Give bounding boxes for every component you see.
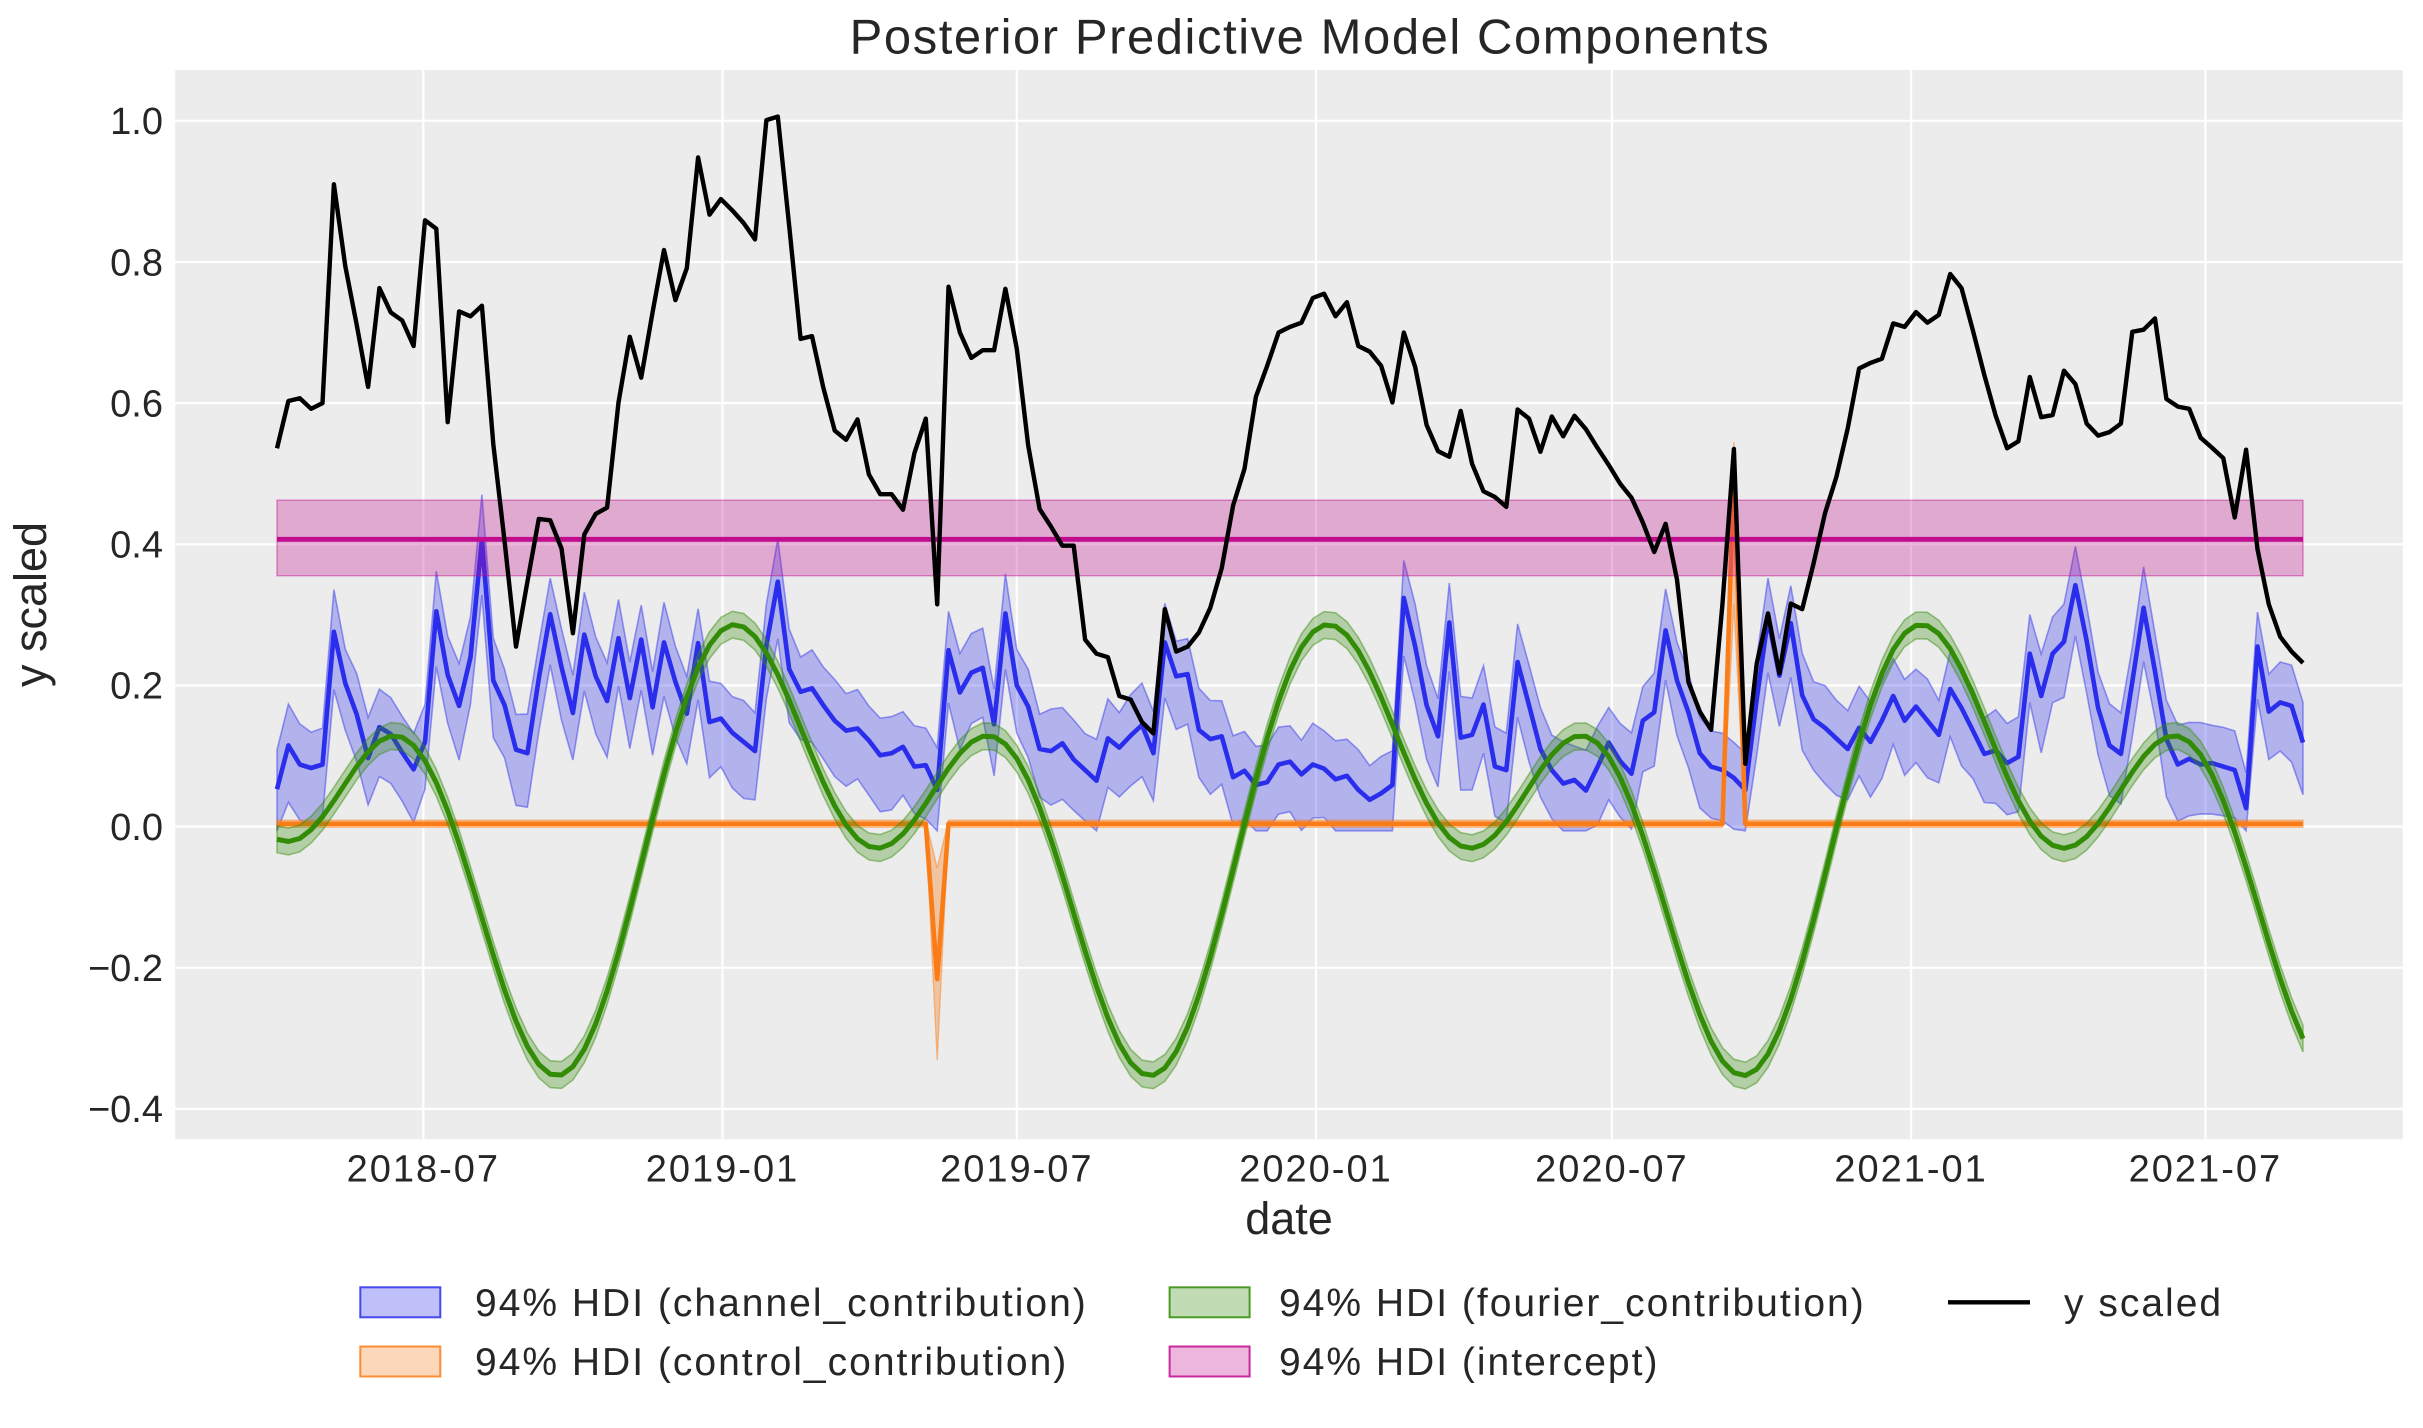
svg-text:1.0: 1.0	[110, 101, 163, 143]
svg-text:2021-07: 2021-07	[2129, 1149, 2282, 1191]
svg-text:0.8: 0.8	[110, 242, 163, 284]
svg-text:0.0: 0.0	[110, 807, 163, 849]
svg-text:2018-07: 2018-07	[347, 1149, 500, 1191]
svg-text:0.2: 0.2	[110, 666, 163, 708]
svg-text:0.4: 0.4	[110, 525, 163, 567]
svg-text:y scaled: y scaled	[2064, 1282, 2223, 1325]
svg-text:94% HDI (intercept): 94% HDI (intercept)	[1279, 1341, 1659, 1384]
svg-text:94% HDI (channel_contribution): 94% HDI (channel_contribution)	[475, 1282, 1088, 1325]
svg-text:2021-01: 2021-01	[1834, 1149, 1987, 1191]
svg-text:2019-07: 2019-07	[940, 1149, 1093, 1191]
svg-text:−0.4: −0.4	[88, 1089, 163, 1131]
svg-text:−0.2: −0.2	[88, 948, 163, 990]
svg-text:94% HDI (control_contribution): 94% HDI (control_contribution)	[475, 1341, 1068, 1384]
svg-text:Posterior Predictive Model Com: Posterior Predictive Model Components	[850, 11, 1771, 65]
svg-text:0.6: 0.6	[110, 383, 163, 425]
svg-text:2020-01: 2020-01	[1239, 1149, 1392, 1191]
svg-text:94% HDI (fourier_contribution): 94% HDI (fourier_contribution)	[1279, 1282, 1866, 1325]
svg-text:2020-07: 2020-07	[1535, 1149, 1688, 1191]
svg-text:2019-01: 2019-01	[646, 1149, 799, 1191]
svg-text:date: date	[1245, 1193, 1333, 1244]
svg-text:y scaled: y scaled	[5, 522, 56, 687]
